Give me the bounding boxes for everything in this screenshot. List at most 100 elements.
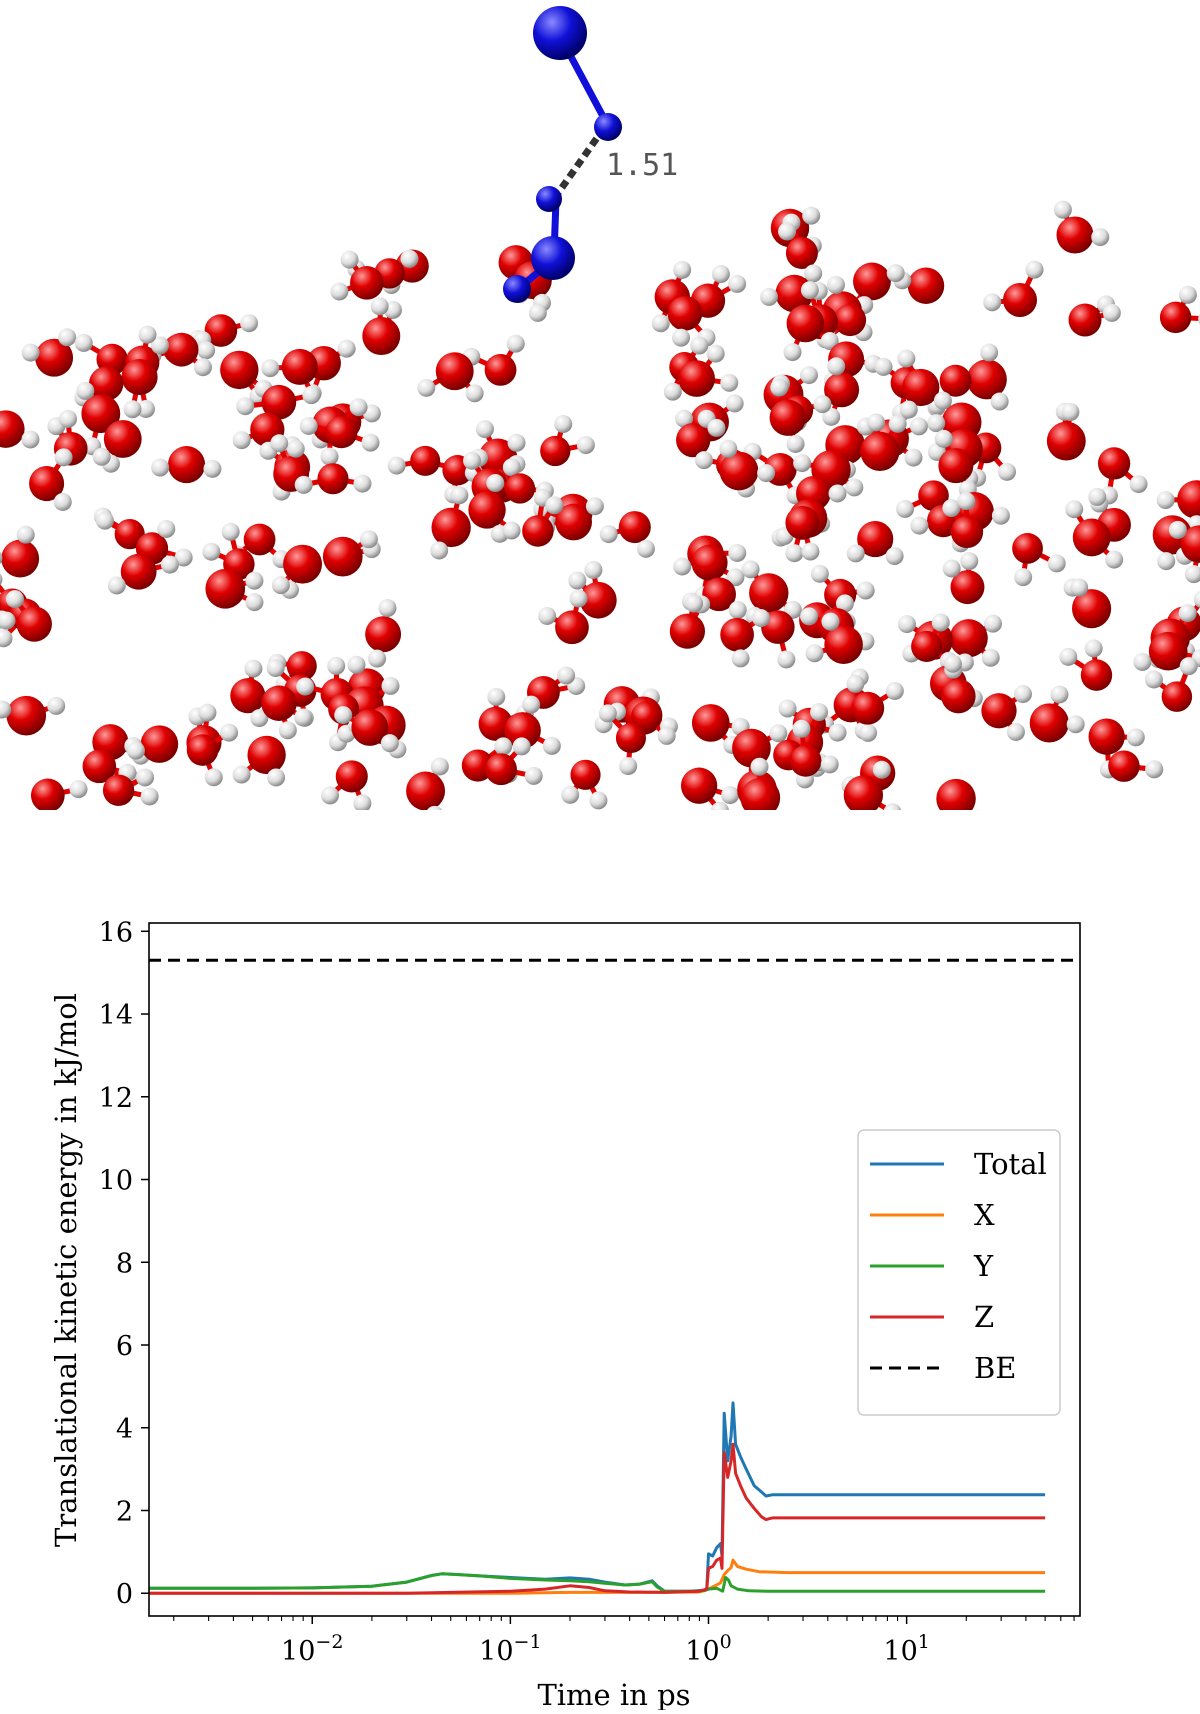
oxygen-atom (1162, 681, 1192, 711)
distance-dash (556, 128, 604, 196)
x-tick-label: 10−2 (281, 1631, 343, 1667)
hydrogen-atom (695, 451, 713, 469)
hydrogen-atom (1061, 403, 1079, 421)
hydrogen-atom (205, 768, 223, 786)
hydrogen-atom (845, 478, 863, 496)
hydrogen-atom (802, 207, 820, 225)
hydrogen-atom (778, 222, 796, 240)
hydrogen-atom (829, 724, 847, 742)
oxygen-atom (670, 614, 705, 649)
oxygen-atom (902, 369, 939, 406)
hydrogen-atom (287, 440, 305, 458)
oxygen-atom (406, 771, 445, 810)
hydrogen-atom (1070, 578, 1088, 596)
hydrogen-atom (943, 559, 961, 577)
hydrogen-atom (785, 544, 803, 562)
hydrogen-atom (141, 787, 159, 805)
hydrogen-atom (136, 768, 154, 786)
oxygen-atom (911, 631, 942, 662)
hydrogen-atom (1067, 715, 1085, 733)
hydrogen-atom (770, 379, 788, 397)
hydrogen-atom (503, 522, 521, 540)
oxygen-atom (570, 760, 600, 790)
oxygen-atom (1073, 519, 1111, 557)
oxygen-atom (1108, 750, 1139, 781)
hydrogen-atom (430, 541, 448, 559)
hydrogen-atom (202, 543, 220, 561)
hydrogen-atom (719, 440, 737, 458)
oxygen-atom (950, 619, 988, 657)
oxygen-atom (187, 734, 219, 766)
adsorbate-atom (503, 275, 531, 303)
hydrogen-atom (486, 474, 504, 492)
legend-label: Z (974, 1300, 994, 1334)
hydrogen-atom (1185, 565, 1200, 583)
hydrogen-atom (619, 757, 637, 775)
hydrogen-atom (721, 786, 739, 804)
hydrogen-atom (883, 803, 901, 810)
hydrogen-atom (887, 264, 905, 282)
hydrogen-atom (388, 457, 406, 475)
hydrogen-atom (76, 382, 94, 400)
hydrogen-atom (801, 281, 819, 299)
hydrogen-atom (151, 459, 169, 477)
oxygen-atom (908, 267, 944, 303)
hydrogen-atom (599, 704, 617, 722)
oxygen-atom (853, 263, 891, 301)
oxygen-atom (1012, 533, 1043, 564)
hydrogen-atom (21, 430, 39, 448)
hydrogen-atom (904, 449, 922, 467)
y-tick-label: 14 (99, 1000, 133, 1031)
hydrogen-atom (554, 415, 572, 433)
hydrogen-atom (827, 276, 845, 294)
hydrogen-atom (1157, 491, 1175, 509)
oxygen-atom (678, 360, 715, 397)
oxygen-atom (1056, 216, 1093, 253)
hydrogen-atom (1091, 228, 1109, 246)
hydrogen-atom (353, 794, 371, 810)
oxygen-atom (936, 779, 975, 810)
oxygen-atom (1177, 480, 1200, 519)
hydrogen-atom (927, 414, 945, 432)
hydrogen-atom (463, 452, 481, 470)
hydrogen-atom (1059, 648, 1077, 666)
molecule-render: 1.51 (0, 0, 1200, 810)
legend-label: X (974, 1198, 995, 1232)
y-tick-label: 2 (116, 1496, 133, 1527)
hydrogen-atom (800, 607, 818, 625)
hydrogen-atom (600, 525, 618, 543)
hydrogen-atom (300, 417, 318, 435)
hydrogen-atom (295, 476, 313, 494)
oxygen-atom (720, 452, 759, 491)
hydrogen-atom (779, 700, 797, 718)
hydrogen-atom (821, 755, 839, 773)
hydrogen-atom (1194, 590, 1200, 608)
hydrogen-atom (1103, 304, 1121, 322)
hydrogen-atom (321, 786, 339, 804)
hydrogen-atom (569, 589, 587, 607)
hydrogen-atom (1085, 639, 1103, 657)
hydrogen-atom (75, 334, 93, 352)
hydrogen-atom (522, 696, 540, 714)
oxygen-atom (1089, 719, 1125, 755)
hydrogen-atom (813, 395, 831, 413)
oxygen-atom (1003, 283, 1037, 317)
hydrogen-atom (108, 576, 126, 594)
hydrogen-atom (378, 599, 396, 617)
hydrogen-atom (1179, 604, 1197, 622)
hydrogen-atom (652, 314, 670, 332)
hydrogen-atom (321, 448, 339, 466)
oxygen-atom (770, 399, 806, 435)
oxygen-atom (749, 573, 788, 612)
oxygen-atom (540, 436, 570, 466)
hydrogen-atom (998, 463, 1016, 481)
oxygen-atom (168, 446, 205, 483)
hydrogen-atom (557, 667, 575, 685)
hydrogen-atom (538, 607, 556, 625)
oxygen-atom (17, 606, 52, 641)
hydrogen-atom (829, 484, 847, 502)
oxygen-atom (325, 416, 357, 448)
oxygen-atom (938, 448, 973, 483)
hydrogen-atom (886, 547, 904, 565)
adsorbate-atom (594, 113, 622, 141)
